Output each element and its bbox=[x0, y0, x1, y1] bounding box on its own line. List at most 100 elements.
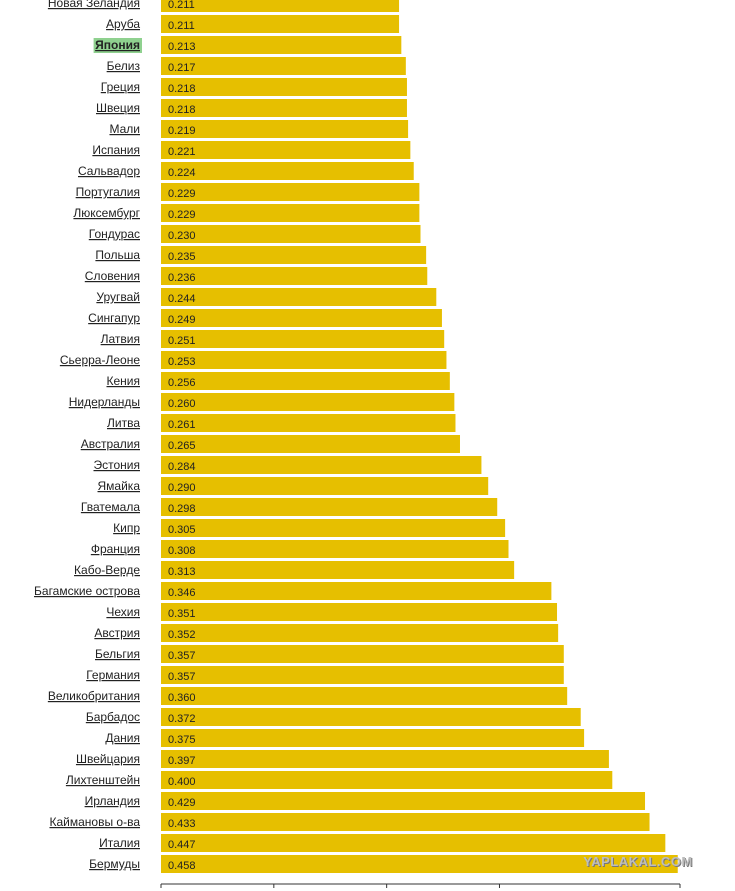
category-label[interactable]: Австралия bbox=[81, 437, 140, 451]
value-label: 0.305 bbox=[168, 524, 196, 536]
bar bbox=[161, 141, 411, 159]
category-label[interactable]: Сингапур bbox=[88, 311, 140, 325]
bar bbox=[161, 351, 447, 369]
value-label: 0.290 bbox=[168, 482, 196, 494]
value-label: 0.372 bbox=[168, 713, 196, 725]
bar bbox=[161, 183, 420, 201]
bar bbox=[161, 582, 552, 600]
bar bbox=[161, 687, 568, 705]
value-label: 0.308 bbox=[168, 545, 196, 557]
watermark: YAPLAKAL.COM bbox=[583, 854, 693, 869]
value-label: 0.298 bbox=[168, 503, 196, 515]
bar bbox=[161, 540, 509, 558]
category-label[interactable]: Бермуды bbox=[89, 857, 140, 871]
category-label[interactable]: Дания bbox=[105, 731, 140, 745]
category-label[interactable]: Лихтенштейн bbox=[66, 773, 140, 787]
category-label[interactable]: Великобритания bbox=[48, 689, 140, 703]
category-label[interactable]: Эстония bbox=[94, 458, 141, 472]
category-label[interactable]: Германия bbox=[86, 668, 140, 682]
category-label[interactable]: Кения bbox=[107, 374, 141, 388]
category-label[interactable]: Латвия bbox=[101, 332, 140, 346]
value-label: 0.429 bbox=[168, 797, 196, 809]
value-label: 0.447 bbox=[168, 839, 196, 851]
category-label[interactable]: Австрия bbox=[94, 626, 140, 640]
value-label: 0.230 bbox=[168, 230, 196, 242]
value-label: 0.357 bbox=[168, 671, 196, 683]
category-label[interactable]: Мали bbox=[109, 122, 140, 136]
value-label: 0.251 bbox=[168, 335, 196, 347]
category-label[interactable]: Аруба bbox=[106, 17, 140, 31]
bar bbox=[161, 330, 445, 348]
category-label[interactable]: Испания bbox=[92, 143, 140, 157]
category-label[interactable]: Ирландия bbox=[85, 794, 140, 808]
value-label: 0.265 bbox=[168, 440, 196, 452]
category-label[interactable]: Чехия bbox=[106, 605, 140, 619]
category-label[interactable]: Греция bbox=[101, 80, 140, 94]
value-label: 0.213 bbox=[168, 41, 196, 53]
category-label[interactable]: Белиз bbox=[107, 59, 141, 73]
bar bbox=[161, 603, 558, 621]
category-label[interactable]: Япония bbox=[95, 38, 140, 52]
bar bbox=[161, 288, 437, 306]
bar bbox=[161, 414, 456, 432]
value-label: 0.260 bbox=[168, 398, 196, 410]
bar bbox=[161, 120, 409, 138]
value-label: 0.375 bbox=[168, 734, 196, 746]
value-label: 0.249 bbox=[168, 314, 196, 326]
bar bbox=[161, 771, 613, 789]
bar bbox=[161, 0, 400, 12]
category-label[interactable]: Новая Зеландия bbox=[48, 0, 140, 10]
highlight-marker bbox=[93, 38, 142, 53]
category-label[interactable]: Гондурас bbox=[89, 227, 140, 241]
bar bbox=[161, 204, 420, 222]
value-label: 0.256 bbox=[168, 377, 196, 389]
category-label[interactable]: Ямайка bbox=[98, 479, 141, 493]
bar bbox=[161, 57, 406, 75]
category-label[interactable]: Нидерланды bbox=[69, 395, 140, 409]
category-label[interactable]: Португалия bbox=[76, 185, 140, 199]
category-label[interactable]: Сьерра-Леоне bbox=[60, 353, 140, 367]
bar bbox=[161, 708, 581, 726]
category-label[interactable]: Польша bbox=[95, 248, 140, 262]
bar bbox=[161, 309, 442, 327]
category-label[interactable]: Швейцария bbox=[76, 752, 140, 766]
value-label: 0.313 bbox=[168, 566, 196, 578]
category-label[interactable]: Сальвадор bbox=[78, 164, 140, 178]
bar bbox=[161, 15, 400, 33]
category-label[interactable]: Словения bbox=[85, 269, 140, 283]
category-label[interactable]: Швеция bbox=[96, 101, 140, 115]
bar bbox=[161, 666, 564, 684]
value-label: 0.218 bbox=[168, 83, 196, 95]
value-label: 0.261 bbox=[168, 419, 196, 431]
value-label: 0.357 bbox=[168, 650, 196, 662]
category-label[interactable]: Уругвай bbox=[96, 290, 140, 304]
category-label[interactable]: Багамские острова bbox=[34, 584, 140, 598]
category-label[interactable]: Барбадос bbox=[86, 710, 140, 724]
bar bbox=[161, 519, 506, 537]
category-label[interactable]: Франция bbox=[91, 542, 140, 556]
category-label[interactable]: Литва bbox=[107, 416, 140, 430]
bar bbox=[161, 477, 489, 495]
category-label[interactable]: Гватемала bbox=[81, 500, 140, 514]
bar bbox=[161, 813, 650, 831]
category-label[interactable]: Люксембург bbox=[73, 206, 140, 220]
value-label: 0.221 bbox=[168, 146, 196, 158]
bar bbox=[161, 99, 407, 117]
bar bbox=[161, 435, 460, 453]
bar bbox=[161, 792, 646, 810]
value-label: 0.352 bbox=[168, 629, 196, 641]
value-label: 0.253 bbox=[168, 356, 196, 368]
value-label: 0.229 bbox=[168, 209, 196, 221]
category-label[interactable]: Кипр bbox=[113, 521, 140, 535]
bar bbox=[161, 561, 515, 579]
category-label[interactable]: Каймановы о-ва bbox=[49, 815, 140, 829]
bar bbox=[161, 750, 609, 768]
category-label[interactable]: Бельгия bbox=[95, 647, 140, 661]
bar bbox=[161, 645, 564, 663]
value-label: 0.211 bbox=[168, 20, 195, 32]
value-label: 0.458 bbox=[168, 860, 196, 872]
category-label[interactable]: Италия bbox=[99, 836, 140, 850]
bar bbox=[161, 498, 498, 516]
bar bbox=[161, 246, 427, 264]
category-label[interactable]: Кабо-Верде bbox=[74, 563, 140, 577]
